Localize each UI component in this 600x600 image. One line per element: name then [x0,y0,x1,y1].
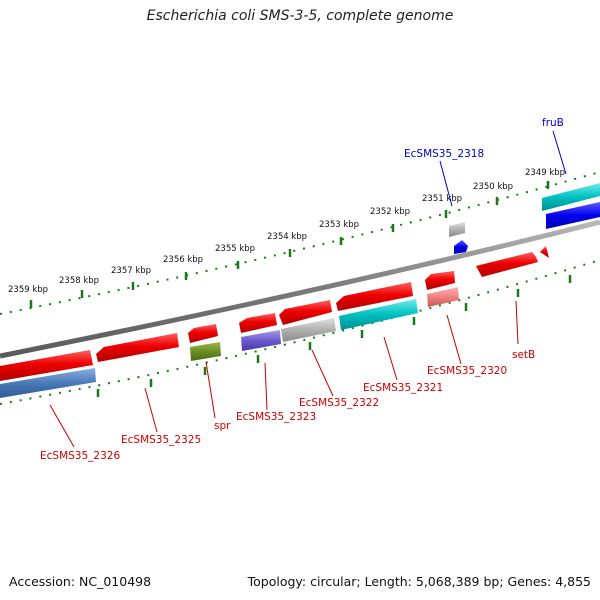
kbp-label: 2358 kbp [59,276,99,286]
feature-spr-arrow[interactable] [190,342,221,361]
leader-EcSMS35_2320 [446,314,462,365]
label-EcSMS35_2321[interactable]: EcSMS35_2321 [363,382,443,394]
label-EcSMS35_2320[interactable]: EcSMS35_2320 [427,365,507,377]
kbp-label: 2350 kbp [473,182,513,192]
leader-EcSMS35_2325 [144,387,158,433]
leader-EcSMS35_2326 [49,404,75,448]
kbp-label: 2349 kbp [525,168,565,178]
inner-scale [0,259,600,405]
leader-EcSMS35_2321 [383,336,398,381]
feature-EcSMS35_2320-arrow[interactable] [427,287,459,307]
kbp-label: 2353 kbp [319,220,359,230]
label-EcSMS35_2322[interactable]: EcSMS35_2322 [299,397,379,409]
genome-backbone [0,219,600,359]
feature-spr-red[interactable] [188,324,218,343]
feature-EcSMS35_2318-blue[interactable] [454,240,468,254]
kbp-labels: 2359 kbp 2358 kbp 2357 kbp 2356 kbp 2355… [8,168,565,295]
feature-EcSMS35_2322-red[interactable] [279,300,332,325]
kbp-label: 2356 kbp [163,255,203,265]
feature-EcSMS35_2325-red[interactable] [96,333,179,362]
feature-EcSMS35_2321-red[interactable] [336,282,413,311]
feature-EcSMS35_2322-arrow[interactable] [281,318,336,342]
feature-fruB-arrow-cyan[interactable] [542,183,600,211]
feature-EcSMS35_2326-arrow[interactable] [0,368,96,398]
map-title: Escherichia coli SMS-3-5, complete genom… [146,8,454,24]
feature-labels: EcSMS35_2326 EcSMS35_2325 spr EcSMS35_23… [40,117,564,462]
outer-scale [0,171,600,315]
kbp-label: 2354 kbp [267,232,307,242]
inner-features [0,287,459,398]
leader-fruB [552,130,567,175]
leader-spr [205,361,216,419]
leader-EcSMS35_2323 [264,362,268,411]
feature-EcSMS35_2320-red[interactable] [425,271,455,290]
kbp-label: 2357 kbp [111,266,151,276]
kbp-label: 2351 kbp [422,194,462,204]
feature-fruB-arrow[interactable] [546,202,600,229]
kbp-label: 2355 kbp [215,244,255,254]
kbp-label: 2359 kbp [8,285,48,295]
leader-lines [49,130,567,448]
leader-setB [515,300,519,345]
outer-major-ticks [29,181,550,308]
feature-EcSMS35_2321-arrow[interactable] [339,299,418,330]
leader-EcSMS35_2322 [311,349,334,397]
leader-EcSMS35_2318 [439,160,453,207]
label-EcSMS35_2326[interactable]: EcSMS35_2326 [40,450,120,462]
label-spr[interactable]: spr [214,420,231,432]
topology-summary: Topology: circular; Length: 5,068,389 bp… [247,574,591,589]
inner-major-ticks [96,275,572,397]
label-fruB[interactable]: fruB [542,117,564,129]
feature-EcSMS35_2326-red[interactable] [0,350,93,381]
gene-arrows [0,240,549,381]
accession-text: Accession: NC_010498 [9,574,152,589]
feature-EcSMS35_2318-arrow[interactable] [449,222,465,237]
feature-EcSMS35_2323-red[interactable] [239,313,277,333]
label-EcSMS35_2325[interactable]: EcSMS35_2325 [121,434,201,446]
feature-small-red-arrow[interactable] [540,246,549,258]
outer-features [449,183,600,237]
label-setB[interactable]: setB [512,349,535,361]
kbp-label: 2352 kbp [370,207,410,217]
label-EcSMS35_2323[interactable]: EcSMS35_2323 [236,411,316,423]
feature-setB-arrow[interactable] [476,252,538,277]
feature-EcSMS35_2323-arrow[interactable] [241,330,281,351]
label-EcSMS35_2318[interactable]: EcSMS35_2318 [404,148,484,160]
